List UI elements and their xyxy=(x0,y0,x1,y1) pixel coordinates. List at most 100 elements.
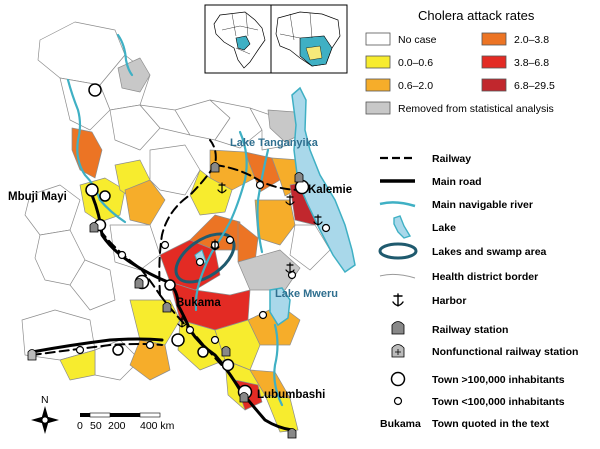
lubumbashi-label: Lubumbashi xyxy=(257,389,325,401)
river-east xyxy=(210,130,248,254)
river-east2 xyxy=(198,250,214,282)
town-small xyxy=(225,235,235,245)
lake-mweru-shape xyxy=(269,287,291,327)
railway-station-icon xyxy=(287,428,297,439)
legend-label-no-case: No case xyxy=(398,34,437,46)
legend-railway-label: Railway xyxy=(432,153,471,165)
town-small xyxy=(145,340,155,350)
legend-quoted-sample: Bukama xyxy=(380,418,421,430)
anchor-icon xyxy=(177,316,187,328)
inset-map xyxy=(204,4,348,74)
legend-label-0.6-2.0: 0.6–2.0 xyxy=(398,80,433,92)
scale-tick-0: 0 xyxy=(77,420,83,432)
anchor-icon xyxy=(217,182,227,194)
district-east-white xyxy=(289,224,331,271)
legend-large-town-label: Town >100,000 inhabitants xyxy=(432,374,565,386)
railway-station-icon xyxy=(221,346,231,357)
town-small xyxy=(185,325,195,335)
scale-tick-400: 400 km xyxy=(140,420,175,432)
legend-lake-icon xyxy=(393,215,412,239)
legend-attack-rates: Cholera attack rates No case 0.0–0.6 0.6… xyxy=(365,8,555,115)
district-central-white xyxy=(149,144,201,196)
town-small xyxy=(195,257,205,267)
railway-station-icon xyxy=(134,278,144,289)
town-bukama xyxy=(164,279,176,291)
town-small xyxy=(258,310,268,320)
river-northwest xyxy=(66,78,102,202)
scale-bar: 0 50 200 400 km xyxy=(77,412,175,432)
district-mbuji-orange xyxy=(124,179,166,226)
rivers xyxy=(66,33,284,407)
town-small xyxy=(255,180,265,190)
legend-swatch-6.8-29.5 xyxy=(481,78,507,92)
district-polygons xyxy=(21,21,331,433)
legend-large-town-icon xyxy=(390,371,406,387)
legend-river-icon xyxy=(379,201,416,208)
legend-symbols: Railway Main road Main navigable river L… xyxy=(378,153,578,430)
map-harbors xyxy=(177,182,323,328)
town-large xyxy=(221,358,235,372)
river-lualaba xyxy=(256,148,270,254)
railway-station-icon xyxy=(210,162,220,173)
town-small xyxy=(210,335,220,345)
north-arrow xyxy=(31,406,59,434)
legend-small-town-icon xyxy=(393,396,403,406)
anchor-icon xyxy=(285,194,295,206)
legend-harbor-label: Harbor xyxy=(432,295,466,307)
legend-swatch-2.0-3.8 xyxy=(481,32,507,46)
railway-north xyxy=(158,139,217,296)
kalemie-label: Kalemie xyxy=(308,184,352,196)
legend-border-label: Health district border xyxy=(432,271,538,283)
railway-station-icon xyxy=(239,392,249,403)
district-west-white3 xyxy=(69,259,116,311)
legend-label-removed: Removed from statistical analysis xyxy=(398,103,554,115)
africa-drc-highlight xyxy=(235,35,251,51)
town-large xyxy=(171,333,185,347)
district-north-grey2 xyxy=(267,109,301,143)
town-large xyxy=(88,83,102,97)
map-nonfunctional-stations xyxy=(27,349,37,361)
legend-label-3.8-6.8: 3.8–6.8 xyxy=(514,57,549,69)
legend-swamp-label: Lakes and swamp area xyxy=(432,246,547,258)
anchor-icon xyxy=(313,214,323,226)
town-large xyxy=(99,190,111,202)
district-ne-yellow xyxy=(189,169,233,216)
legend-station-icon xyxy=(391,321,405,335)
legend-border-icon xyxy=(379,273,416,279)
town-kalemie xyxy=(294,179,310,195)
anchor-icon xyxy=(210,239,220,251)
river-luapula xyxy=(273,323,284,407)
legend-anchor-icon xyxy=(392,293,404,307)
legend-nonfunctional-label: Nonfunctional railway station xyxy=(432,346,578,358)
district-north-grey xyxy=(117,57,151,93)
legend-station-label: Railway station xyxy=(432,324,508,336)
legend-label-6.8-29.5: 6.8–29.5 xyxy=(514,80,555,92)
scale-tick-50: 50 xyxy=(90,420,102,432)
railway-station-icon xyxy=(89,222,99,233)
legend-swamp-icon xyxy=(378,242,418,260)
river-north xyxy=(116,33,134,77)
legend-road-label: Main road xyxy=(432,176,482,188)
town-small xyxy=(117,250,127,260)
legend-title: Cholera attack rates xyxy=(418,8,535,23)
town-large xyxy=(112,344,124,356)
legend-swatch-3.8-6.8 xyxy=(481,55,507,69)
district-sw-yellow xyxy=(59,349,96,381)
legend-label-0-0.6: 0.0–0.6 xyxy=(398,57,433,69)
legend-lake-label: Lake xyxy=(432,222,456,234)
anchor-icon xyxy=(285,262,295,274)
legend-swatch-removed xyxy=(365,101,391,115)
legend-label-2.0-3.8: 2.0–3.8 xyxy=(514,34,549,46)
legend-river-label: Main navigable river xyxy=(432,199,533,211)
town-small xyxy=(160,240,170,250)
town-small xyxy=(321,223,331,233)
legend-small-town-label: Town <100,000 inhabitants xyxy=(432,396,565,408)
district-yellow-tail xyxy=(264,394,299,433)
africa-borders xyxy=(221,12,259,55)
railway-south xyxy=(159,294,246,396)
railway-station-icon xyxy=(294,172,304,183)
legend-swatch-no-case xyxy=(365,32,391,46)
railway-station-icon xyxy=(162,302,172,313)
